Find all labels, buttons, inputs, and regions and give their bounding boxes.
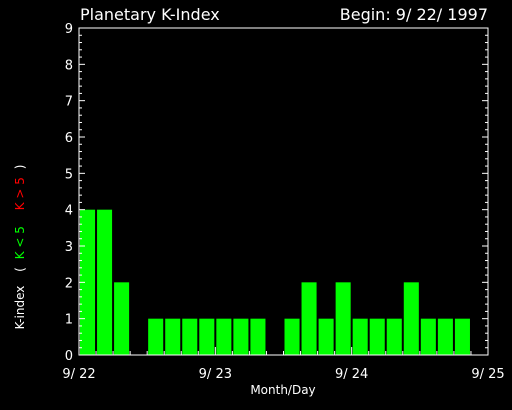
bar-9 bbox=[233, 318, 249, 355]
y-axis-label-red: K > 5 bbox=[13, 177, 27, 210]
bar-20 bbox=[420, 318, 436, 355]
bar-18 bbox=[386, 318, 402, 355]
x-tick-label-2: 9/ 24 bbox=[335, 367, 368, 382]
bar-1 bbox=[97, 209, 113, 355]
bar-13 bbox=[301, 282, 317, 355]
bar-8 bbox=[216, 318, 232, 355]
y-axis-label: K-index ( K < 5 K > 5 ) bbox=[13, 165, 27, 330]
y-axis-label-green: K < 5 bbox=[13, 226, 27, 259]
y-tick-label-6: 6 bbox=[65, 131, 73, 146]
bar-16 bbox=[352, 318, 368, 355]
bar-15 bbox=[335, 282, 351, 355]
bars-group bbox=[80, 209, 470, 355]
bar-4 bbox=[148, 318, 164, 355]
bar-2 bbox=[114, 282, 130, 355]
bar-5 bbox=[165, 318, 181, 355]
y-axis-label-open: ( bbox=[13, 267, 27, 272]
begin-date-label: Begin: 9/ 22/ 1997 bbox=[340, 5, 488, 24]
bar-22 bbox=[454, 318, 470, 355]
bar-14 bbox=[318, 318, 334, 355]
y-axis-label-prefix: K-index bbox=[13, 286, 27, 330]
bar-17 bbox=[369, 318, 385, 355]
x-tick-label-3: 9/ 25 bbox=[471, 367, 504, 382]
x-axis: 9/ 22 9/ 23 9/ 24 9/ 25 bbox=[62, 347, 505, 382]
bar-19 bbox=[403, 282, 419, 355]
y-tick-label-3: 3 bbox=[65, 240, 73, 255]
plot-frame bbox=[78, 27, 489, 356]
y-tick-label-2: 2 bbox=[65, 276, 73, 291]
y-tick-label-8: 8 bbox=[65, 58, 73, 73]
y-tick-label-5: 5 bbox=[65, 167, 73, 182]
bar-21 bbox=[437, 318, 453, 355]
x-axis-label: Month/Day bbox=[250, 383, 315, 397]
chart-title: Planetary K-Index bbox=[80, 5, 220, 24]
bar-12 bbox=[284, 318, 300, 355]
y-tick-label-7: 7 bbox=[65, 95, 73, 110]
y-tick-label-1: 1 bbox=[65, 313, 73, 328]
y-tick-label-9: 9 bbox=[65, 22, 73, 37]
bar-7 bbox=[199, 318, 215, 355]
bar-10 bbox=[250, 318, 266, 355]
y-tick-label-4: 4 bbox=[65, 204, 73, 219]
x-tick-label-1: 9/ 23 bbox=[199, 367, 232, 382]
y-axis-label-close: ) bbox=[13, 165, 27, 170]
x-tick-label-0: 9/ 22 bbox=[62, 367, 95, 382]
y-tick-label-0: 0 bbox=[65, 349, 73, 364]
bar-6 bbox=[182, 318, 198, 355]
